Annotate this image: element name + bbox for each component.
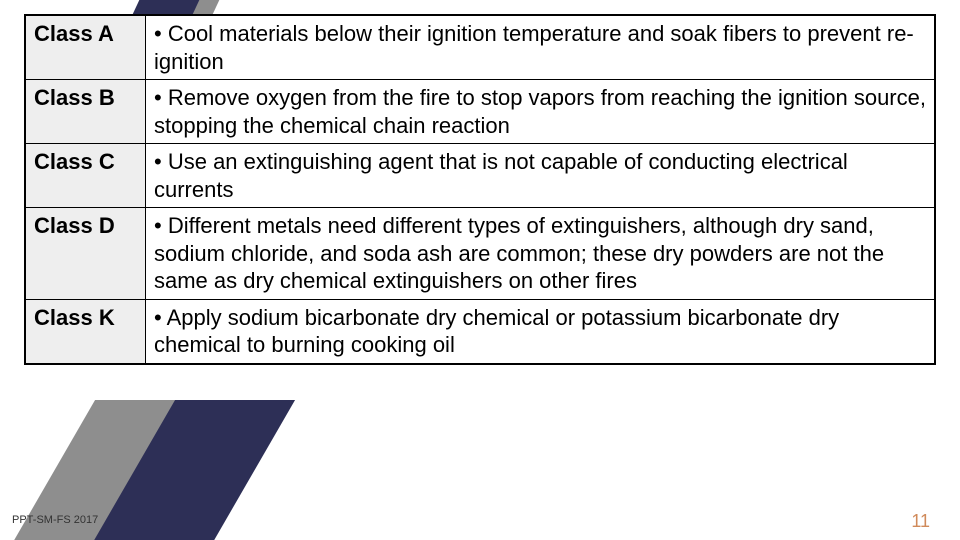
class-desc-text: Cool materials below their ignition temp… [154, 20, 926, 75]
slide: Class A Cool materials below their ignit… [0, 0, 960, 540]
class-desc-text: Remove oxygen from the fire to stop vapo… [154, 84, 926, 139]
class-desc: Remove oxygen from the fire to stop vapo… [146, 80, 935, 144]
table-row: Class K Apply sodium bicarbonate dry che… [26, 299, 935, 363]
table: Class A Cool materials below their ignit… [25, 15, 935, 364]
footer-code: PPT-SM-FS 2017 [12, 514, 98, 526]
table-row: Class C Use an extinguishing agent that … [26, 144, 935, 208]
class-desc: Different metals need different types of… [146, 208, 935, 300]
table-row: Class A Cool materials below their ignit… [26, 16, 935, 80]
class-label: Class K [26, 299, 146, 363]
slide-number: 11 [911, 511, 930, 532]
class-desc-text: Different metals need different types of… [154, 212, 926, 295]
class-desc-text: Apply sodium bicarbonate dry chemical or… [154, 304, 926, 359]
class-label: Class B [26, 80, 146, 144]
class-desc: Use an extinguishing agent that is not c… [146, 144, 935, 208]
table-row: Class D Different metals need different … [26, 208, 935, 300]
table-row: Class B Remove oxygen from the fire to s… [26, 80, 935, 144]
fire-class-table: Class A Cool materials below their ignit… [24, 14, 936, 365]
class-label: Class A [26, 16, 146, 80]
class-desc: Apply sodium bicarbonate dry chemical or… [146, 299, 935, 363]
class-desc: Cool materials below their ignition temp… [146, 16, 935, 80]
class-desc-text: Use an extinguishing agent that is not c… [154, 148, 926, 203]
class-label: Class C [26, 144, 146, 208]
class-label: Class D [26, 208, 146, 300]
